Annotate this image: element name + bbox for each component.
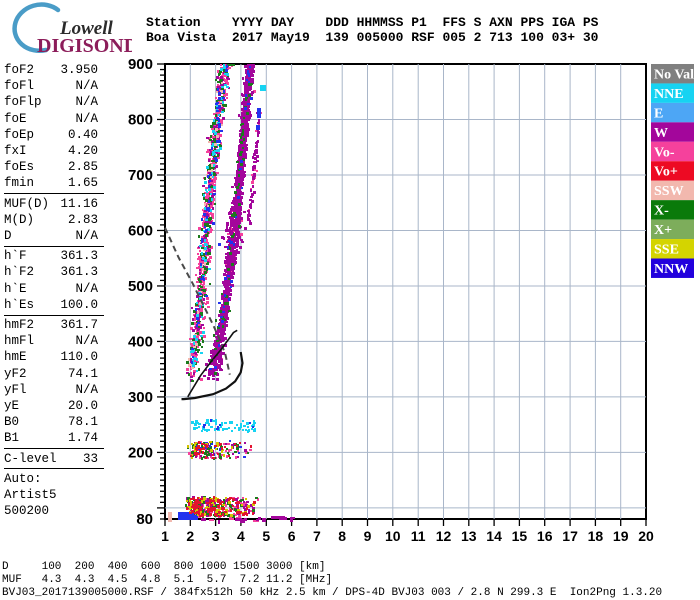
svg-text:19: 19 <box>613 528 629 544</box>
svg-text:10: 10 <box>385 528 401 544</box>
svg-text:X-: X- <box>654 204 669 219</box>
svg-text:20: 20 <box>638 528 654 544</box>
svg-text:1: 1 <box>161 528 169 544</box>
svg-text:NNW: NNW <box>654 262 688 277</box>
svg-text:5: 5 <box>262 528 270 544</box>
svg-text:SSE: SSE <box>654 243 679 258</box>
svg-text:NNE: NNE <box>654 87 684 102</box>
svg-text:SSW: SSW <box>654 184 684 199</box>
svg-text:900: 900 <box>128 56 153 73</box>
svg-text:9: 9 <box>364 528 372 544</box>
svg-text:6: 6 <box>288 528 296 544</box>
svg-text:800: 800 <box>128 112 153 129</box>
svg-text:15: 15 <box>512 528 528 544</box>
svg-text:200: 200 <box>128 444 153 461</box>
svg-text:17: 17 <box>562 528 578 544</box>
svg-text:700: 700 <box>128 167 153 184</box>
svg-text:7: 7 <box>313 528 321 544</box>
svg-text:W: W <box>654 126 668 141</box>
svg-text:14: 14 <box>486 528 502 544</box>
svg-text:16: 16 <box>537 528 553 544</box>
svg-text:E: E <box>654 106 663 121</box>
svg-text:3: 3 <box>212 528 220 544</box>
svg-text:12: 12 <box>436 528 452 544</box>
svg-text:400: 400 <box>128 333 153 350</box>
svg-text:300: 300 <box>128 389 153 406</box>
svg-text:500: 500 <box>128 278 153 295</box>
svg-text:11: 11 <box>411 528 426 544</box>
svg-text:Vo+: Vo+ <box>654 165 678 180</box>
svg-text:600: 600 <box>128 223 153 240</box>
svg-text:2: 2 <box>186 528 194 544</box>
svg-text:No Val: No Val <box>654 67 694 82</box>
svg-text:13: 13 <box>461 528 477 544</box>
svg-text:4: 4 <box>237 528 245 544</box>
svg-text:80: 80 <box>136 511 153 528</box>
svg-text:8: 8 <box>338 528 346 544</box>
svg-text:18: 18 <box>588 528 604 544</box>
svg-text:Vo-: Vo- <box>654 145 675 160</box>
svg-text:X+: X+ <box>654 223 672 238</box>
